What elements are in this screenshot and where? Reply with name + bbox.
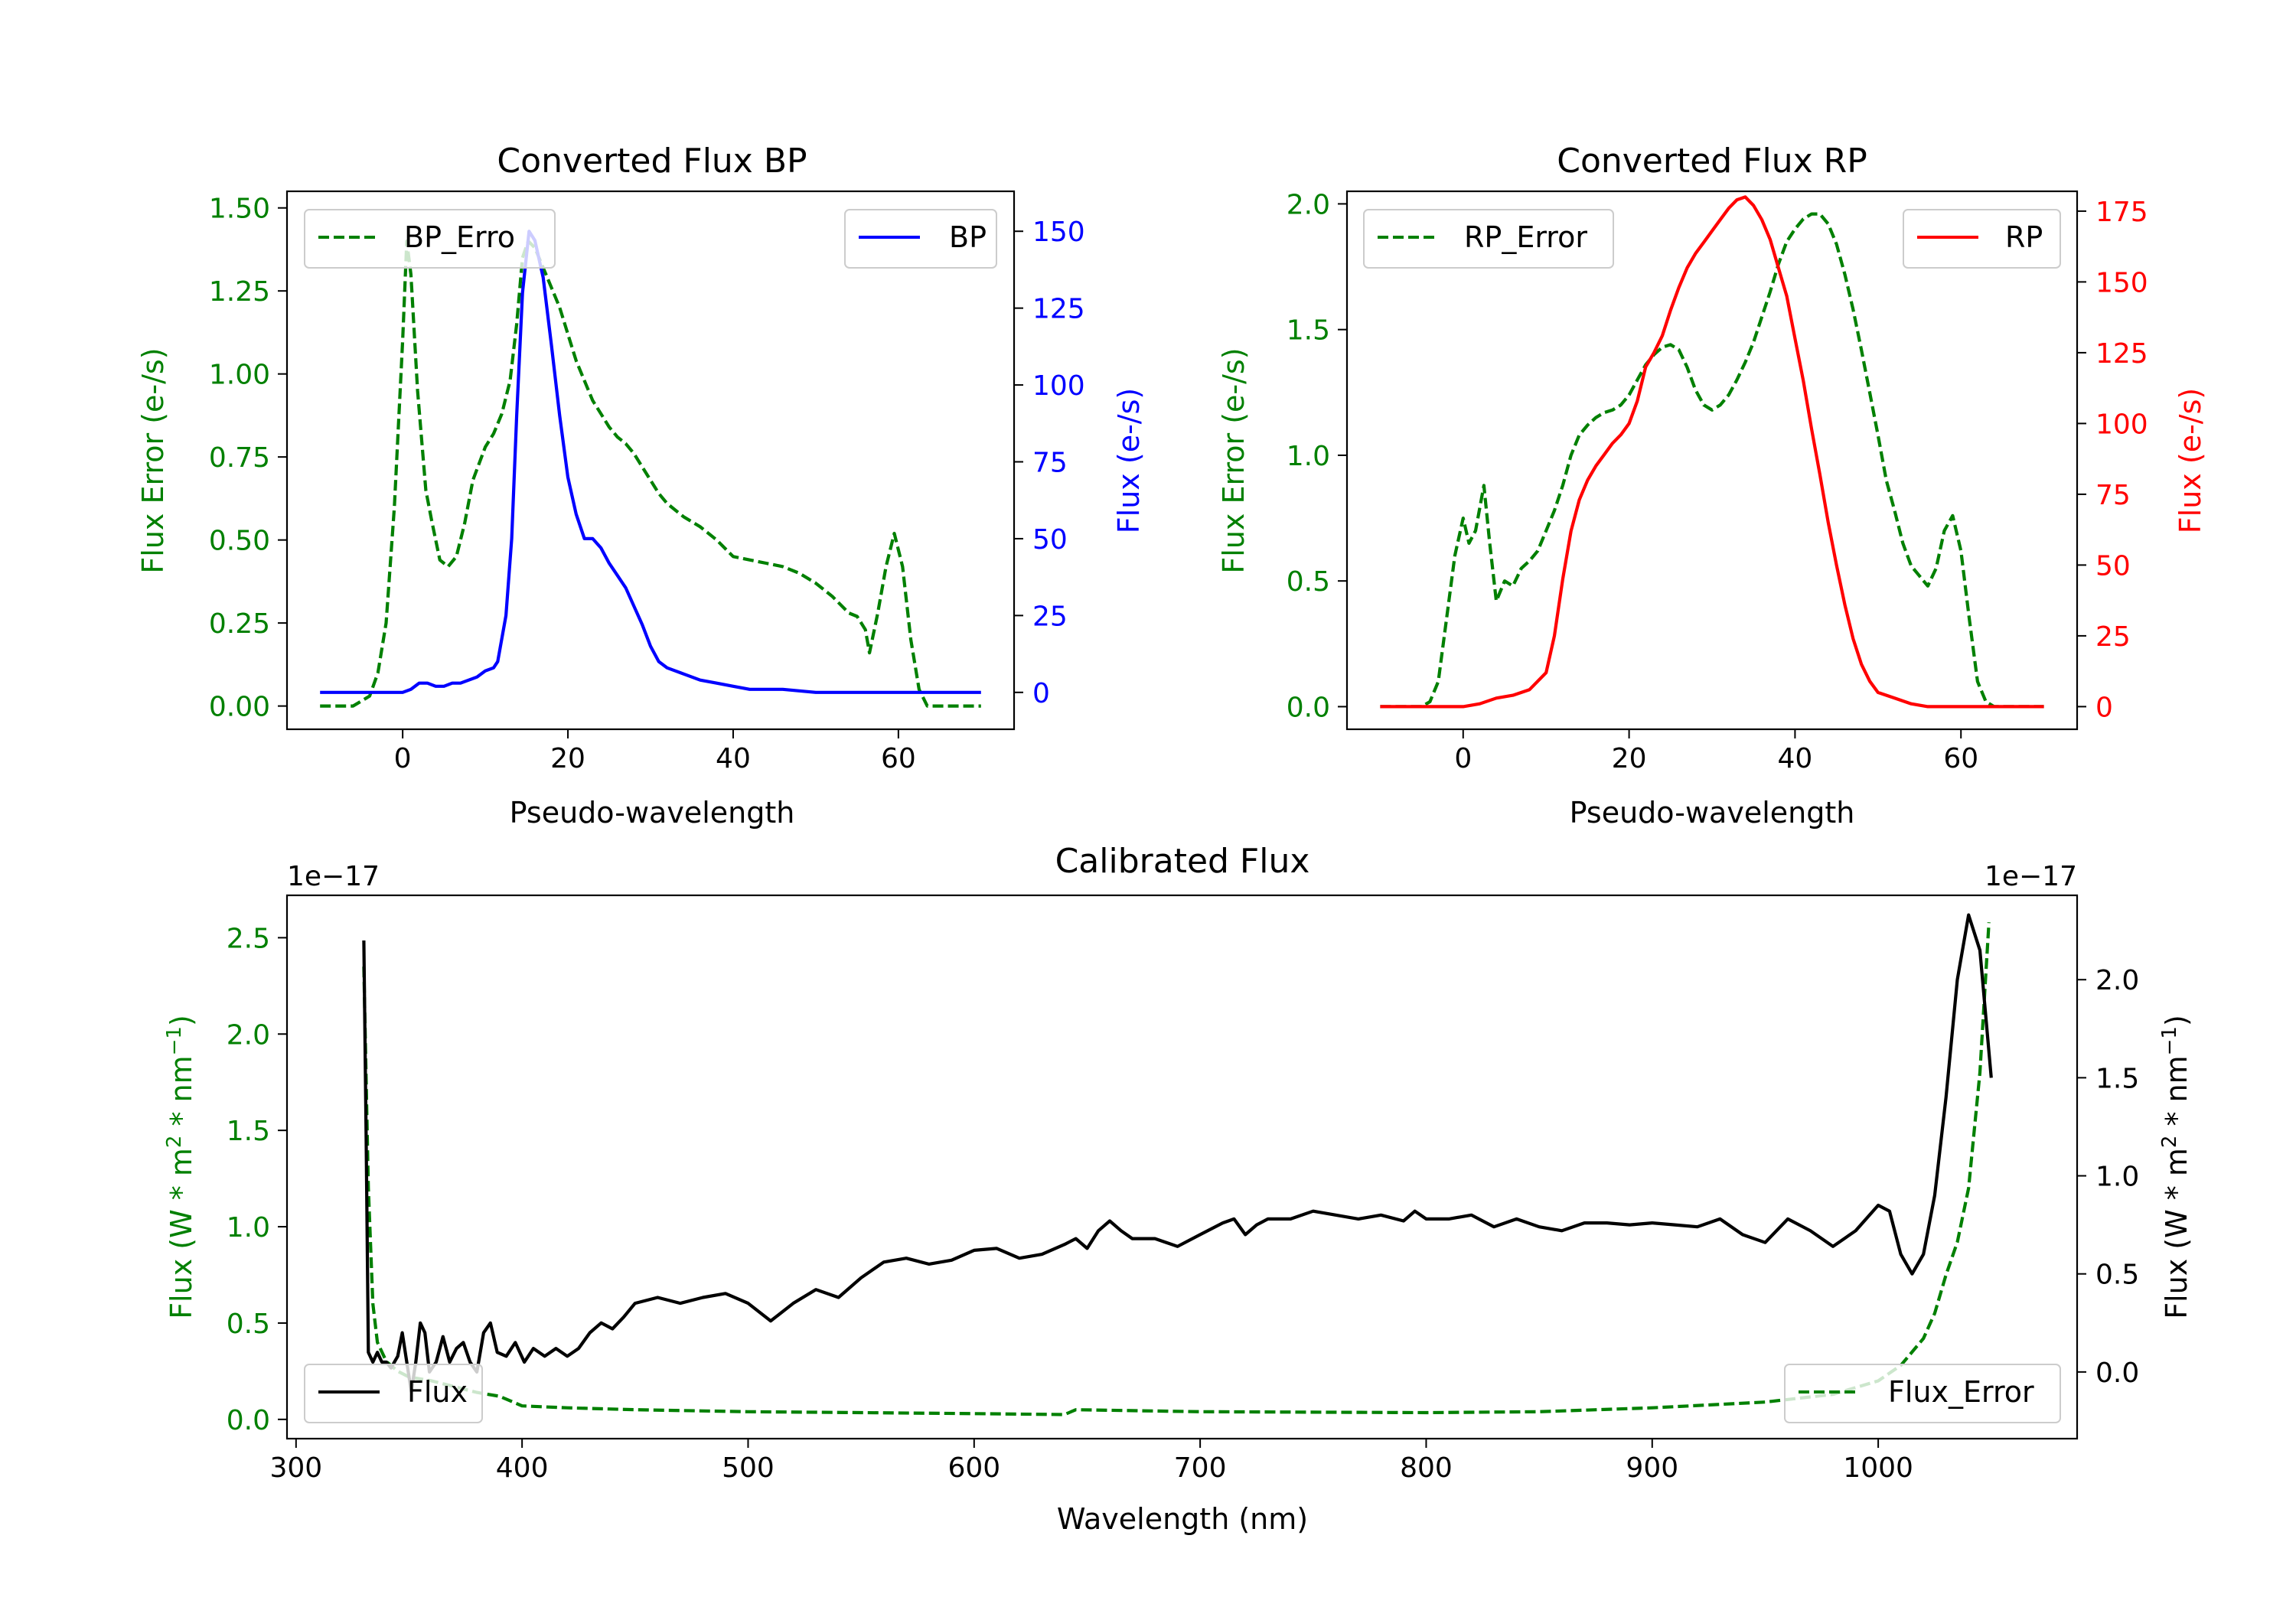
calibrated-flux-legend-label: Flux <box>407 1375 468 1409</box>
rp-right-y-axis-label: Flux (e-/s) <box>2174 388 2207 533</box>
rp-right-y-tick-label: 175 <box>2095 197 2148 228</box>
cal-x-tick-label: 400 <box>496 1452 549 1484</box>
rp-x-tick-label: 60 <box>1943 743 1978 774</box>
bp-right-y-tick-label: 25 <box>1032 601 1068 632</box>
bp-error-legend: BP_Erro <box>304 209 556 269</box>
bp-x-tick-label: 60 <box>881 743 916 774</box>
cal-x-tick-label: 600 <box>947 1452 1000 1484</box>
rp-left-y-tick-label: 1.5 <box>1287 315 1330 347</box>
cal-left-y-tick-label: 0.0 <box>227 1405 270 1436</box>
cal-left-y-tick-label: 2.5 <box>227 923 270 954</box>
bp-x-axis-label: Pseudo-wavelength <box>510 796 795 830</box>
rp-left-y-tick-label: 0.5 <box>1287 566 1330 598</box>
cal-x-tick-label: 700 <box>1174 1452 1227 1484</box>
calibrated-chart-title: Calibrated Flux <box>1055 842 1310 881</box>
rp-axes-frame <box>1345 190 2079 731</box>
bp-left-y-tick-label: 0.50 <box>209 526 270 557</box>
cal-left-y-tick-label: 1.0 <box>227 1212 270 1244</box>
rp-left-y-axis-label: Flux Error (e-/s) <box>1217 347 1251 573</box>
calibrated-right-y-axis-label: Flux (W * m2 * nm−1) <box>2158 1015 2193 1319</box>
rp-right-y-tick-label: 25 <box>2095 621 2131 653</box>
calibrated-error-legend: Flux_Error <box>1784 1364 2061 1423</box>
rp-error-legend: RP_Error <box>1363 209 1614 269</box>
rp-right-y-tick-label: 100 <box>2095 409 2148 440</box>
rp-left-y-tick-label: 2.0 <box>1287 189 1330 220</box>
rp-error-legend-label: RP_Error <box>1464 220 1587 254</box>
bp-x-tick-label: 40 <box>716 743 751 774</box>
cal-right-y-tick-label: 1.0 <box>2095 1162 2139 1193</box>
bp-error-legend-label: BP_Erro <box>404 220 515 254</box>
calibrated-left-y-axis-label: Flux (W * m2 * nm−1) <box>163 1015 198 1319</box>
rp-chart: Converted Flux RP 0 20 40 60 0.0 0.5 1.0 1.5 2.0… <box>1217 142 2207 830</box>
bp-chart-title: Converted Flux BP <box>497 142 807 181</box>
cal-right-y-tick-label: 0.5 <box>2095 1260 2139 1291</box>
bp-series-bp <box>320 230 981 694</box>
calibrated-error-legend-label: Flux_Error <box>1888 1375 2034 1409</box>
bp-left-y-tick-label: 0.25 <box>209 608 270 640</box>
rp-left-y-tick-label: 0.0 <box>1287 692 1330 723</box>
bp-right-y-axis-label: Flux (e-/s) <box>1112 388 1146 533</box>
rp-x-axis-label: Pseudo-wavelength <box>1570 796 1855 830</box>
calibrated-chart: Calibrated Flux 1e−17 1e−17 300 400 500 600… <box>163 842 2193 1536</box>
cal-x-tick-label: 300 <box>269 1452 322 1484</box>
bp-x-tick-label: 20 <box>550 743 585 774</box>
bp-right-y-tick-label: 50 <box>1032 524 1068 556</box>
bp-left-y-tick-label: 1.50 <box>209 194 270 225</box>
bp-flux-legend: BP <box>844 209 997 269</box>
bp-right-y-tick-label: 0 <box>1032 678 1050 709</box>
bp-axes-frame <box>285 190 1016 731</box>
calibrated-x-axis-label: Wavelength (nm) <box>1057 1502 1308 1536</box>
rp-series-rp <box>1380 195 2044 709</box>
bp-x-tick-label: 0 <box>394 743 412 774</box>
bp-left-y-tick-label: 1.25 <box>209 276 270 308</box>
cal-right-y-tick-label: 2.0 <box>2095 965 2139 996</box>
cal-series-flux <box>362 913 1993 1393</box>
bp-left-y-axis-label: Flux Error (e-/s) <box>136 347 170 573</box>
rp-right-y-tick-label: 150 <box>2095 267 2148 298</box>
calibrated-left-offset-text: 1e−17 <box>287 861 380 892</box>
bp-series-bp-error <box>320 240 981 708</box>
rp-left-y-tick-label: 1.0 <box>1287 441 1330 472</box>
rp-right-y-tick-label: 0 <box>2095 692 2113 723</box>
rp-right-y-tick-label: 50 <box>2095 550 2131 582</box>
bp-right-y-tick-label: 75 <box>1032 448 1068 479</box>
bp-right-y-tick-label: 150 <box>1032 217 1085 248</box>
rp-right-y-tick-label: 75 <box>2095 480 2131 511</box>
calibrated-right-offset-text: 1e−17 <box>1985 861 2077 892</box>
cal-right-y-tick-label: 1.5 <box>2095 1063 2139 1094</box>
calibrated-flux-legend: Flux <box>304 1364 483 1423</box>
bp-right-y-tick-label: 100 <box>1032 370 1085 402</box>
rp-x-tick-label: 20 <box>1612 743 1647 774</box>
bp-left-y-tick-label: 0.75 <box>209 442 270 474</box>
cal-x-tick-label: 500 <box>722 1452 775 1484</box>
bp-left-y-tick-label: 0.00 <box>209 692 270 723</box>
cal-left-y-tick-label: 0.5 <box>227 1309 270 1340</box>
cal-x-tick-label: 800 <box>1400 1452 1453 1484</box>
calibrated-axes-frame <box>285 894 2079 1440</box>
bp-flux-legend-label: BP <box>949 220 987 254</box>
cal-x-tick-label: 1000 <box>1843 1452 1913 1484</box>
rp-series-rp-error <box>1380 212 2044 709</box>
cal-left-y-tick-label: 2.0 <box>227 1019 270 1051</box>
rp-right-y-tick-label: 125 <box>2095 338 2148 370</box>
bp-chart: Converted Flux BP 0 20 40 60 0.00 0.25 0.50 0.7… <box>136 142 1146 830</box>
cal-left-y-tick-label: 1.5 <box>227 1116 270 1147</box>
cal-right-y-tick-label: 0.0 <box>2095 1358 2139 1389</box>
cal-x-tick-label: 900 <box>1626 1452 1678 1484</box>
rp-x-tick-label: 0 <box>1454 743 1472 774</box>
rp-x-tick-label: 40 <box>1778 743 1813 774</box>
rp-flux-legend: RP <box>1903 209 2061 269</box>
bp-right-y-tick-label: 125 <box>1032 294 1085 325</box>
rp-chart-title: Converted Flux RP <box>1557 142 1867 181</box>
rp-flux-legend-label: RP <box>2005 220 2043 254</box>
bp-left-y-tick-label: 1.00 <box>209 360 270 391</box>
